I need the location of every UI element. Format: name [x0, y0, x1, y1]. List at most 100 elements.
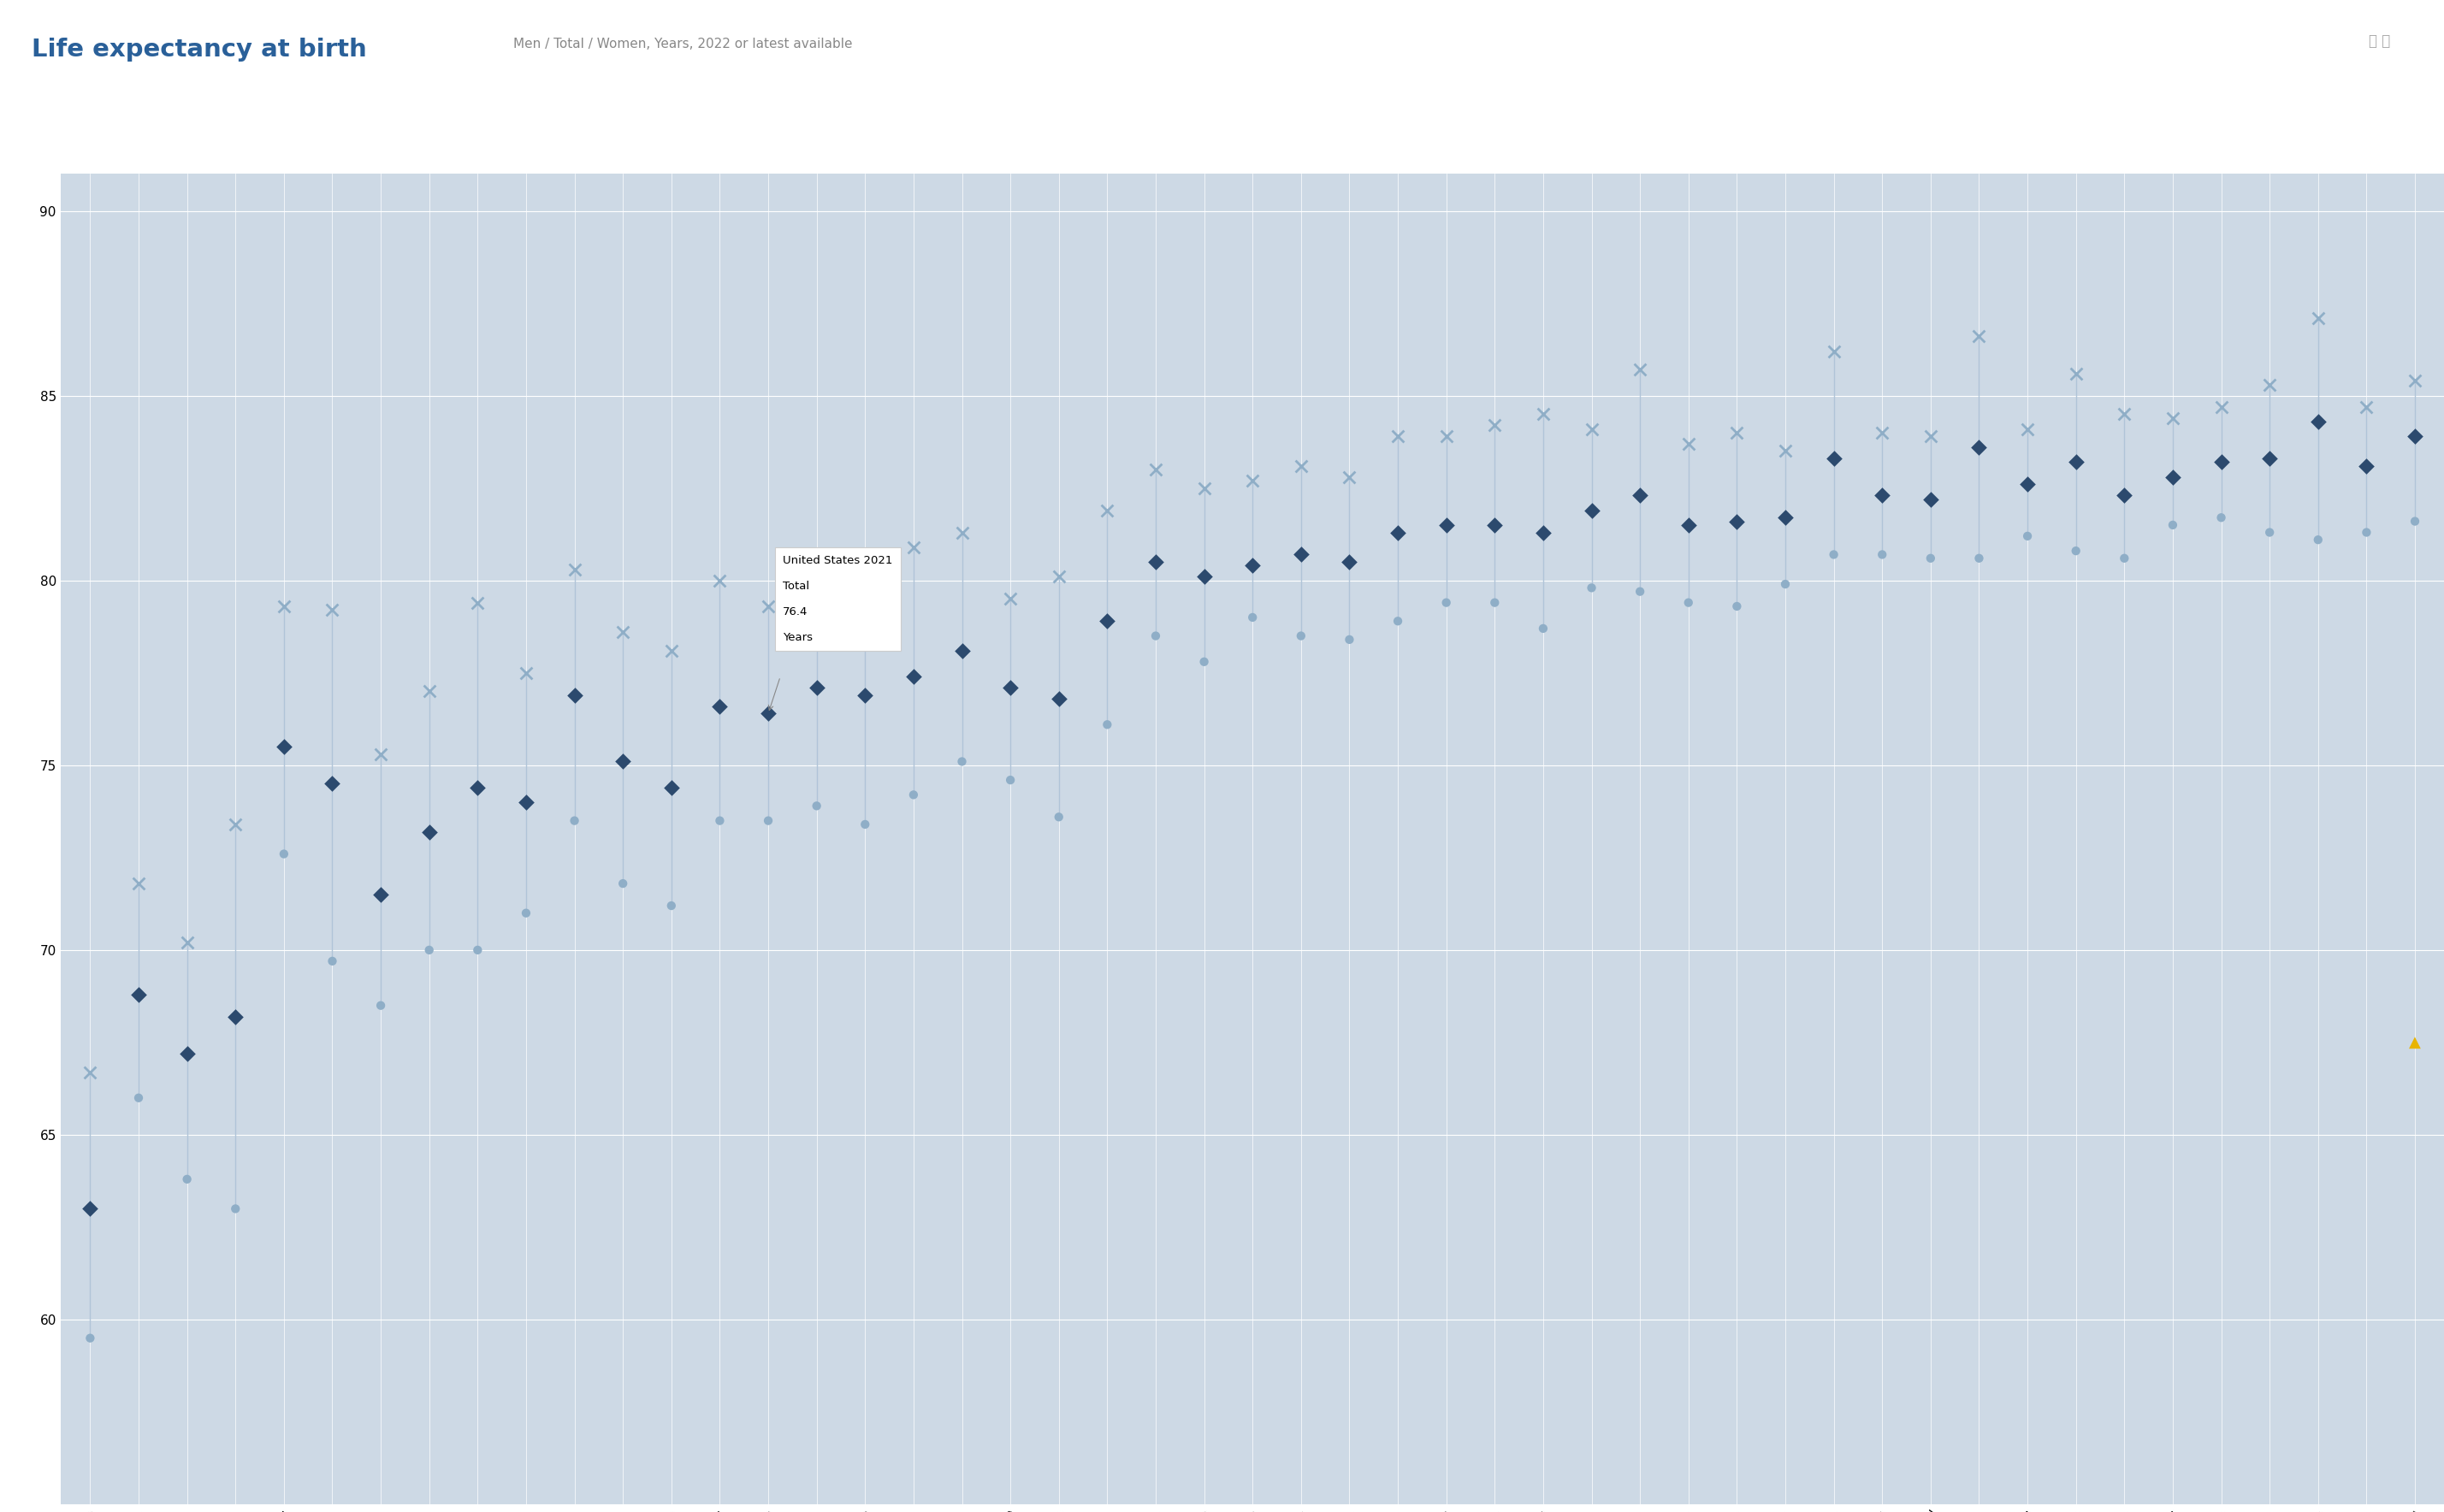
- Point: [895, 664, 934, 688]
- Point: [653, 776, 692, 800]
- Point: [701, 809, 741, 833]
- Point: [457, 591, 496, 615]
- Point: [2009, 472, 2048, 496]
- Point: [797, 794, 836, 818]
- Point: [1718, 420, 1757, 445]
- Point: [1620, 484, 1659, 508]
- Point: [1813, 543, 1853, 567]
- Point: [264, 735, 303, 759]
- Point: [1185, 564, 1224, 588]
- Point: [2395, 510, 2434, 534]
- Point: [313, 597, 352, 621]
- Point: [2297, 528, 2336, 552]
- Point: [1718, 594, 1757, 618]
- Point: [411, 820, 450, 844]
- Point: [457, 776, 496, 800]
- Point: [604, 871, 643, 895]
- Point: [1476, 413, 1515, 437]
- Point: [1378, 520, 1418, 544]
- Point: [1862, 543, 1901, 567]
- Point: [846, 812, 885, 836]
- Point: [653, 894, 692, 918]
- Text: United States 2021

Total

76.4

Years: United States 2021 Total 76.4 Years: [782, 555, 892, 643]
- Point: [653, 638, 692, 662]
- Point: [943, 750, 982, 774]
- Point: [1669, 431, 1708, 455]
- Point: [555, 809, 594, 833]
- Point: [2055, 451, 2095, 475]
- Point: [604, 620, 643, 644]
- Point: [1523, 520, 1562, 544]
- Point: [2346, 454, 2385, 478]
- Text: Men / Total / Women, Years, 2022 or latest available: Men / Total / Women, Years, 2022 or late…: [513, 38, 853, 50]
- Point: [169, 1042, 208, 1066]
- Point: [990, 768, 1029, 792]
- Point: [1330, 627, 1369, 652]
- Point: [2055, 538, 2095, 562]
- Point: [846, 683, 885, 708]
- Point: [1136, 458, 1176, 482]
- Point: [1378, 425, 1418, 449]
- Point: [1185, 476, 1224, 500]
- Point: [1960, 546, 1999, 570]
- Point: [2009, 525, 2048, 549]
- Point: [846, 550, 885, 575]
- Point: [990, 587, 1029, 611]
- Point: [2104, 546, 2143, 570]
- Point: [748, 594, 787, 618]
- Point: [1136, 550, 1176, 575]
- Point: [1330, 464, 1369, 488]
- Point: [2153, 513, 2192, 537]
- Point: [1911, 425, 1950, 449]
- Text: Life expectancy at birth: Life expectancy at birth: [32, 38, 367, 62]
- Point: [169, 1167, 208, 1191]
- Point: [2104, 484, 2143, 508]
- Point: [701, 569, 741, 593]
- Point: [1232, 605, 1271, 629]
- Point: [2009, 417, 2048, 442]
- Point: [1088, 712, 1127, 736]
- Point: [1669, 591, 1708, 615]
- Point: [1039, 564, 1078, 588]
- Point: [1571, 417, 1611, 442]
- Point: [797, 676, 836, 700]
- Point: [1281, 543, 1320, 567]
- Point: [1088, 609, 1127, 634]
- Point: [457, 937, 496, 962]
- Point: [1523, 402, 1562, 426]
- Point: [362, 883, 401, 907]
- Point: [895, 535, 934, 559]
- Point: [215, 1196, 254, 1220]
- Point: [2297, 305, 2336, 330]
- Point: [120, 983, 159, 1007]
- Point: [2346, 395, 2385, 419]
- Point: [2251, 372, 2290, 396]
- Point: [2153, 464, 2192, 488]
- Point: [797, 546, 836, 570]
- Point: [1669, 513, 1708, 537]
- Point: [1620, 579, 1659, 603]
- Point: [1718, 510, 1757, 534]
- Point: [1136, 624, 1176, 649]
- Point: [411, 679, 450, 703]
- Point: [2202, 395, 2241, 419]
- Point: [71, 1196, 110, 1220]
- Point: [2251, 446, 2290, 470]
- Point: [990, 676, 1029, 700]
- Point: [2055, 361, 2095, 386]
- Point: [1232, 553, 1271, 578]
- Point: [943, 638, 982, 662]
- Point: [1911, 546, 1950, 570]
- Point: [1960, 325, 1999, 349]
- Point: [1765, 438, 1804, 463]
- Point: [1039, 686, 1078, 711]
- Point: [71, 1060, 110, 1084]
- Point: [264, 842, 303, 866]
- Point: [604, 750, 643, 774]
- Point: [1281, 454, 1320, 478]
- Point: [1330, 550, 1369, 575]
- Point: [895, 783, 934, 807]
- Text: ⓘ ⛶: ⓘ ⛶: [2368, 33, 2390, 48]
- Point: [264, 594, 303, 618]
- Point: [313, 950, 352, 974]
